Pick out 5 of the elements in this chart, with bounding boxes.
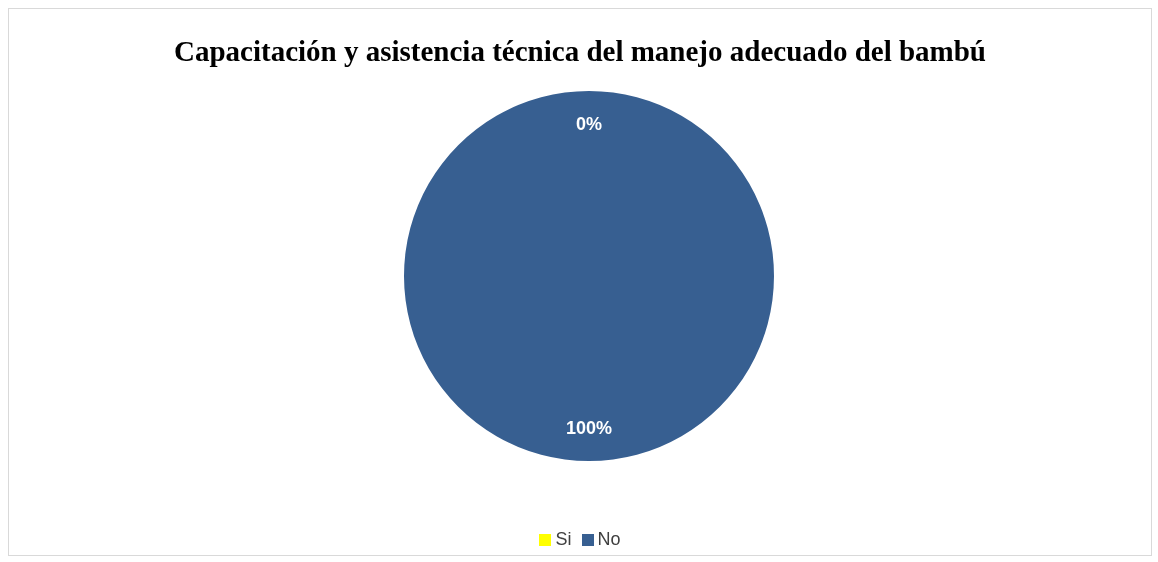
legend-label: No (596, 529, 621, 550)
legend-label: Si (554, 529, 572, 550)
chart-title: Capacitación y asistencia técnica del manejo adecuado del bambú (173, 34, 987, 69)
data-label: 100% (565, 417, 613, 438)
text: 0% (575, 114, 603, 135)
